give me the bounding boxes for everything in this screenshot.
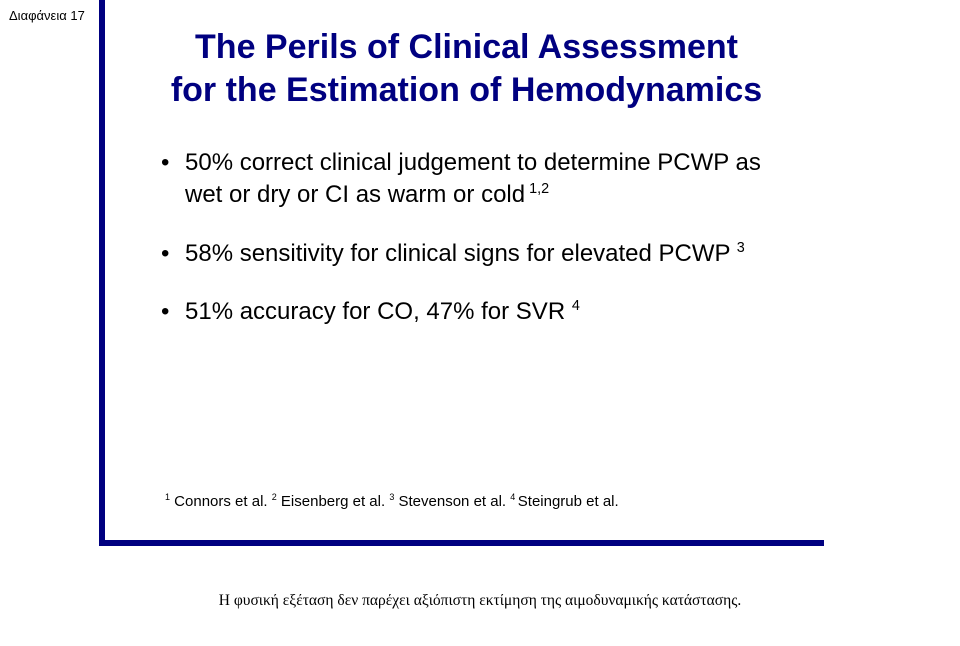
slide-content: The Perils of Clinical Assessment for th… <box>105 0 824 329</box>
bullet-2-sup: 3 <box>737 240 745 256</box>
slide: The Perils of Clinical Assessment for th… <box>99 0 824 546</box>
ref-1-text: Connors et al. <box>170 493 272 510</box>
title-line-2: for the Estimation of Hemodynamics <box>171 71 762 109</box>
bullet-2-text: 58% sensitivity for clinical signs for e… <box>185 240 730 267</box>
references: 1 Connors et al. 2 Eisenberg et al. 3 St… <box>165 493 619 510</box>
ref-4-sup: 4 <box>510 492 518 502</box>
bullet-3: 51% accuracy for CO, 47% for SVR 4 <box>157 296 784 328</box>
slide-title: The Perils of Clinical Assessment for th… <box>149 26 784 111</box>
bullet-3-sup: 4 <box>572 298 580 314</box>
bullet-1-sup: 1,2 <box>525 181 549 197</box>
ref-3-text: Stevenson et al. <box>394 493 510 510</box>
bullet-2: 58% sensitivity for clinical signs for e… <box>157 238 784 270</box>
ref-2-text: Eisenberg et al. <box>277 493 390 510</box>
page-label: Διαφάνεια 17 <box>9 8 85 23</box>
ref-4-text: Steingrub et al. <box>518 493 619 510</box>
bullet-1-text: 50% correct clinical judgement to determ… <box>185 149 761 208</box>
bullet-3-text: 51% accuracy for CO, 47% for SVR <box>185 298 565 325</box>
bullet-list: 50% correct clinical judgement to determ… <box>149 147 784 329</box>
title-line-1: The Perils of Clinical Assessment <box>195 28 738 66</box>
bullet-1: 50% correct clinical judgement to determ… <box>157 147 784 212</box>
caption: Η φυσική εξέταση δεν παρέχει αξιόπιστη ε… <box>0 592 960 610</box>
